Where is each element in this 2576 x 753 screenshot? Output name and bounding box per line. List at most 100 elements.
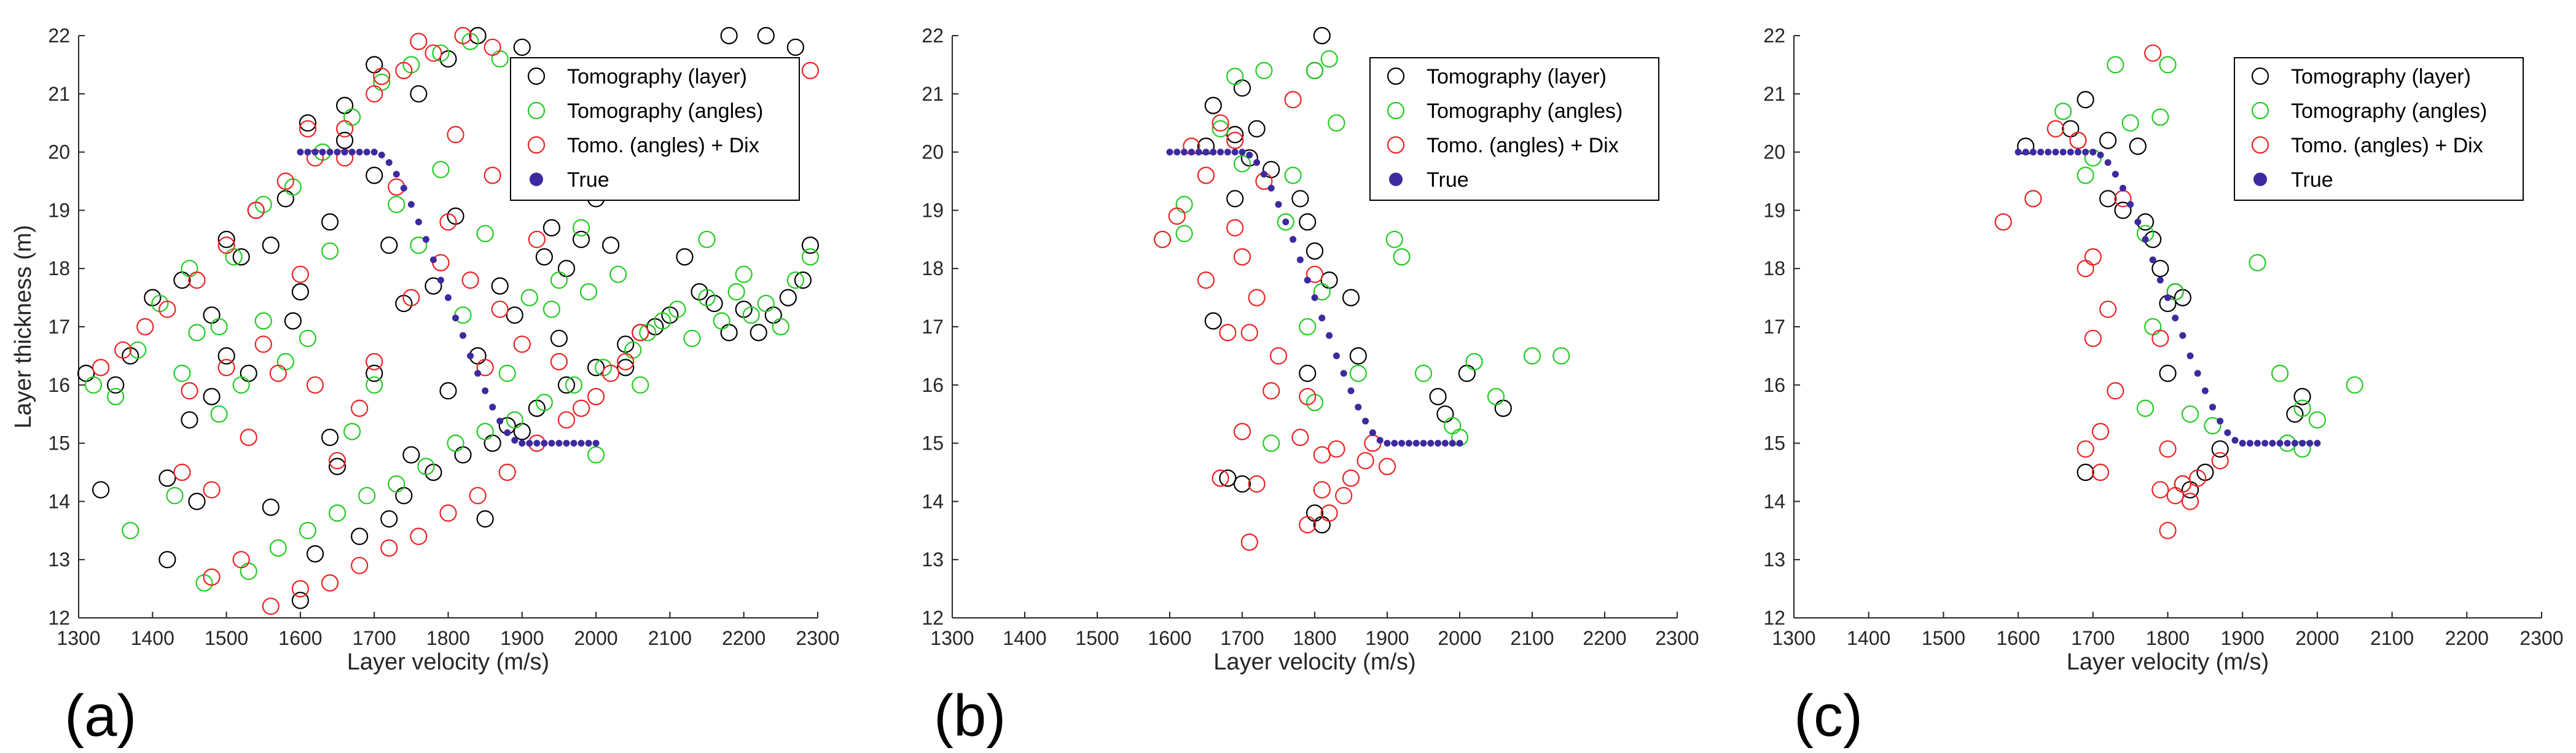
scatter-point: [410, 85, 428, 103]
true-point: [1282, 218, 1290, 225]
scatter-point: [2271, 364, 2289, 382]
true-point: [2067, 149, 2074, 156]
true-point: [437, 276, 444, 284]
true-curve: [2014, 149, 2321, 447]
scatter-point: [1154, 230, 1172, 248]
scatter-point: [1212, 120, 1229, 138]
scatter-point: [513, 38, 531, 57]
scatter-point: [2107, 382, 2124, 400]
scatter-point: [1342, 469, 1360, 487]
scatter-point: [2114, 201, 2132, 219]
x-tick-label: 1300: [930, 627, 974, 649]
y-tick-label: 16: [1763, 374, 1785, 396]
scatter-point: [366, 166, 383, 184]
true-point: [1412, 440, 1420, 447]
scatter-point: [321, 574, 339, 592]
scatter-point: [1277, 213, 1294, 231]
legend-box: [510, 57, 800, 201]
scatter-point: [2129, 138, 2147, 155]
scatter-point: [454, 446, 472, 464]
true-point: [2269, 440, 2276, 447]
y-tick-label: 15: [1763, 432, 1785, 455]
true-point: [504, 429, 511, 437]
x-axis-label: Layer velocity (m/s): [347, 649, 549, 675]
scatter-point: [2136, 399, 2155, 417]
scatter-point: [2166, 283, 2184, 301]
x-tick-label: 1900: [1365, 627, 1409, 649]
y-tick-label: 16: [922, 374, 944, 396]
scatter-point: [351, 556, 369, 574]
true-point: [541, 440, 548, 447]
scatter-point: [1328, 114, 1345, 132]
scatter-point: [1263, 382, 1280, 400]
scatter-point: [92, 481, 110, 499]
panel-c: 1300 1400 1500 1600 1700 1800 1900 2000 2100 2200…: [1763, 25, 2563, 749]
scatter-point: [698, 289, 716, 306]
scatter-point: [476, 423, 494, 440]
legend-entry-label: Tomography (layer): [567, 65, 747, 88]
scatter-point: [181, 411, 198, 429]
true-point: [1304, 276, 1311, 284]
scatter-point: [159, 551, 176, 569]
true-point: [2029, 149, 2037, 156]
scatter-point: [262, 498, 280, 516]
true-point: [1456, 440, 1463, 447]
scatter-point: [1299, 318, 1317, 336]
x-tick-label: 1600: [1997, 627, 2040, 649]
scatter-point: [1219, 469, 1237, 487]
scatter-point: [483, 434, 501, 452]
y-tick-label: 18: [922, 257, 944, 279]
scatter-point: [2189, 469, 2207, 487]
scatter-point: [2346, 376, 2363, 394]
true-point: [429, 256, 437, 263]
true-point: [2052, 149, 2059, 156]
scatter-point: [299, 329, 317, 348]
scatter-point: [92, 359, 110, 376]
scatter-point: [262, 236, 280, 254]
x-tick-label: 1900: [2221, 627, 2265, 649]
true-point: [2306, 440, 2314, 447]
scatter-point: [1226, 126, 1244, 144]
scatter-point: [366, 364, 383, 382]
scatter-point: [2069, 131, 2087, 149]
true-point: [2037, 149, 2045, 156]
scatter-point: [247, 201, 265, 219]
y-tick-label: 18: [1763, 257, 1785, 279]
scatter-point: [321, 242, 339, 260]
true-point: [467, 352, 474, 359]
true-point: [548, 440, 555, 447]
scatter-point: [506, 411, 523, 429]
scatter-point: [410, 236, 428, 254]
x-tick-label: 2100: [1510, 627, 1554, 649]
y-tick-label: 14: [48, 490, 70, 512]
y-axis-label: Layer thickness (m): [10, 225, 36, 429]
true-point: [1202, 149, 1210, 156]
true-point: [555, 440, 563, 447]
scatter-point: [107, 376, 125, 394]
x-axis-label: Layer velocity (m/s): [2067, 649, 2269, 675]
scatter-point: [587, 388, 605, 405]
scatter-point: [483, 166, 501, 184]
true-point: [1173, 149, 1181, 156]
scatter-point: [402, 446, 420, 464]
scatter-point: [698, 230, 716, 248]
y-tick-label: 19: [922, 199, 944, 221]
legend-entry-label: True: [2291, 168, 2333, 192]
scatter-point: [1233, 248, 1251, 266]
y-tick-label: 21: [922, 83, 944, 105]
scatter-point: [2077, 91, 2094, 109]
true-point: [1253, 159, 1261, 166]
legend-entry-label: True: [1427, 168, 1469, 192]
true-point: [400, 184, 407, 192]
scatter-point: [587, 446, 605, 464]
scatter-point: [240, 563, 257, 580]
true-point: [422, 236, 429, 243]
scatter-point: [335, 120, 354, 138]
true-point: [526, 440, 533, 447]
true-point: [1231, 149, 1239, 156]
scatter-point: [136, 318, 154, 336]
true-point: [1391, 440, 1398, 447]
scatter-point: [276, 190, 294, 208]
scatter-point: [388, 195, 405, 214]
scatter-point: [1248, 120, 1266, 138]
